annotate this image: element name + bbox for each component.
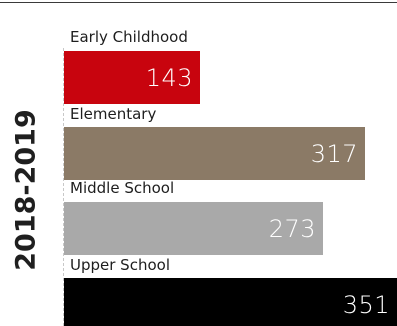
value-label-upper-school: 351	[342, 290, 390, 319]
category-label-middle-school: Middle School	[70, 179, 175, 197]
bar-elementary: 317	[64, 127, 365, 180]
value-label-elementary: 317	[310, 139, 358, 168]
category-label-early-childhood: Early Childhood	[70, 28, 188, 46]
bar-early-childhood: 143	[64, 51, 200, 104]
category-label-upper-school: Upper School	[70, 256, 170, 274]
category-label-elementary: Elementary	[70, 105, 157, 123]
value-label-middle-school: 273	[268, 214, 316, 243]
top-divider	[0, 2, 397, 3]
bar-middle-school: 273	[64, 202, 323, 255]
year-label: 2018-2019	[10, 109, 42, 271]
value-label-early-childhood: 143	[145, 63, 193, 92]
category-axis-line	[63, 48, 64, 326]
bar-upper-school: 351	[64, 278, 397, 326]
